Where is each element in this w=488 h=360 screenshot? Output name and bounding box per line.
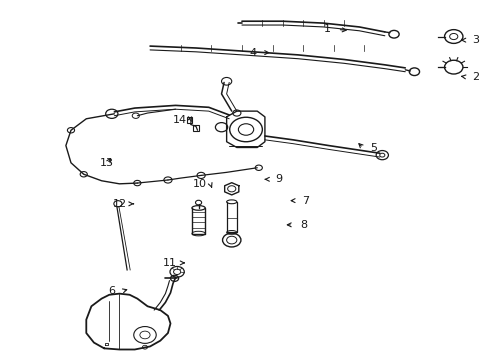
- Text: 5: 5: [370, 143, 377, 153]
- Text: 13: 13: [100, 158, 114, 168]
- Text: 9: 9: [274, 174, 282, 184]
- Text: 3: 3: [471, 35, 478, 45]
- Text: 14: 14: [172, 115, 186, 125]
- Text: 8: 8: [300, 220, 306, 230]
- Text: 7: 7: [302, 195, 309, 206]
- Bar: [193, 125, 198, 131]
- Text: 2: 2: [471, 72, 478, 82]
- Text: 12: 12: [113, 199, 127, 209]
- Text: 4: 4: [249, 48, 256, 58]
- Text: 11: 11: [163, 258, 177, 268]
- Text: 6: 6: [108, 286, 115, 296]
- Text: 1: 1: [323, 24, 330, 35]
- Text: 10: 10: [192, 179, 206, 189]
- Bar: [186, 117, 192, 123]
